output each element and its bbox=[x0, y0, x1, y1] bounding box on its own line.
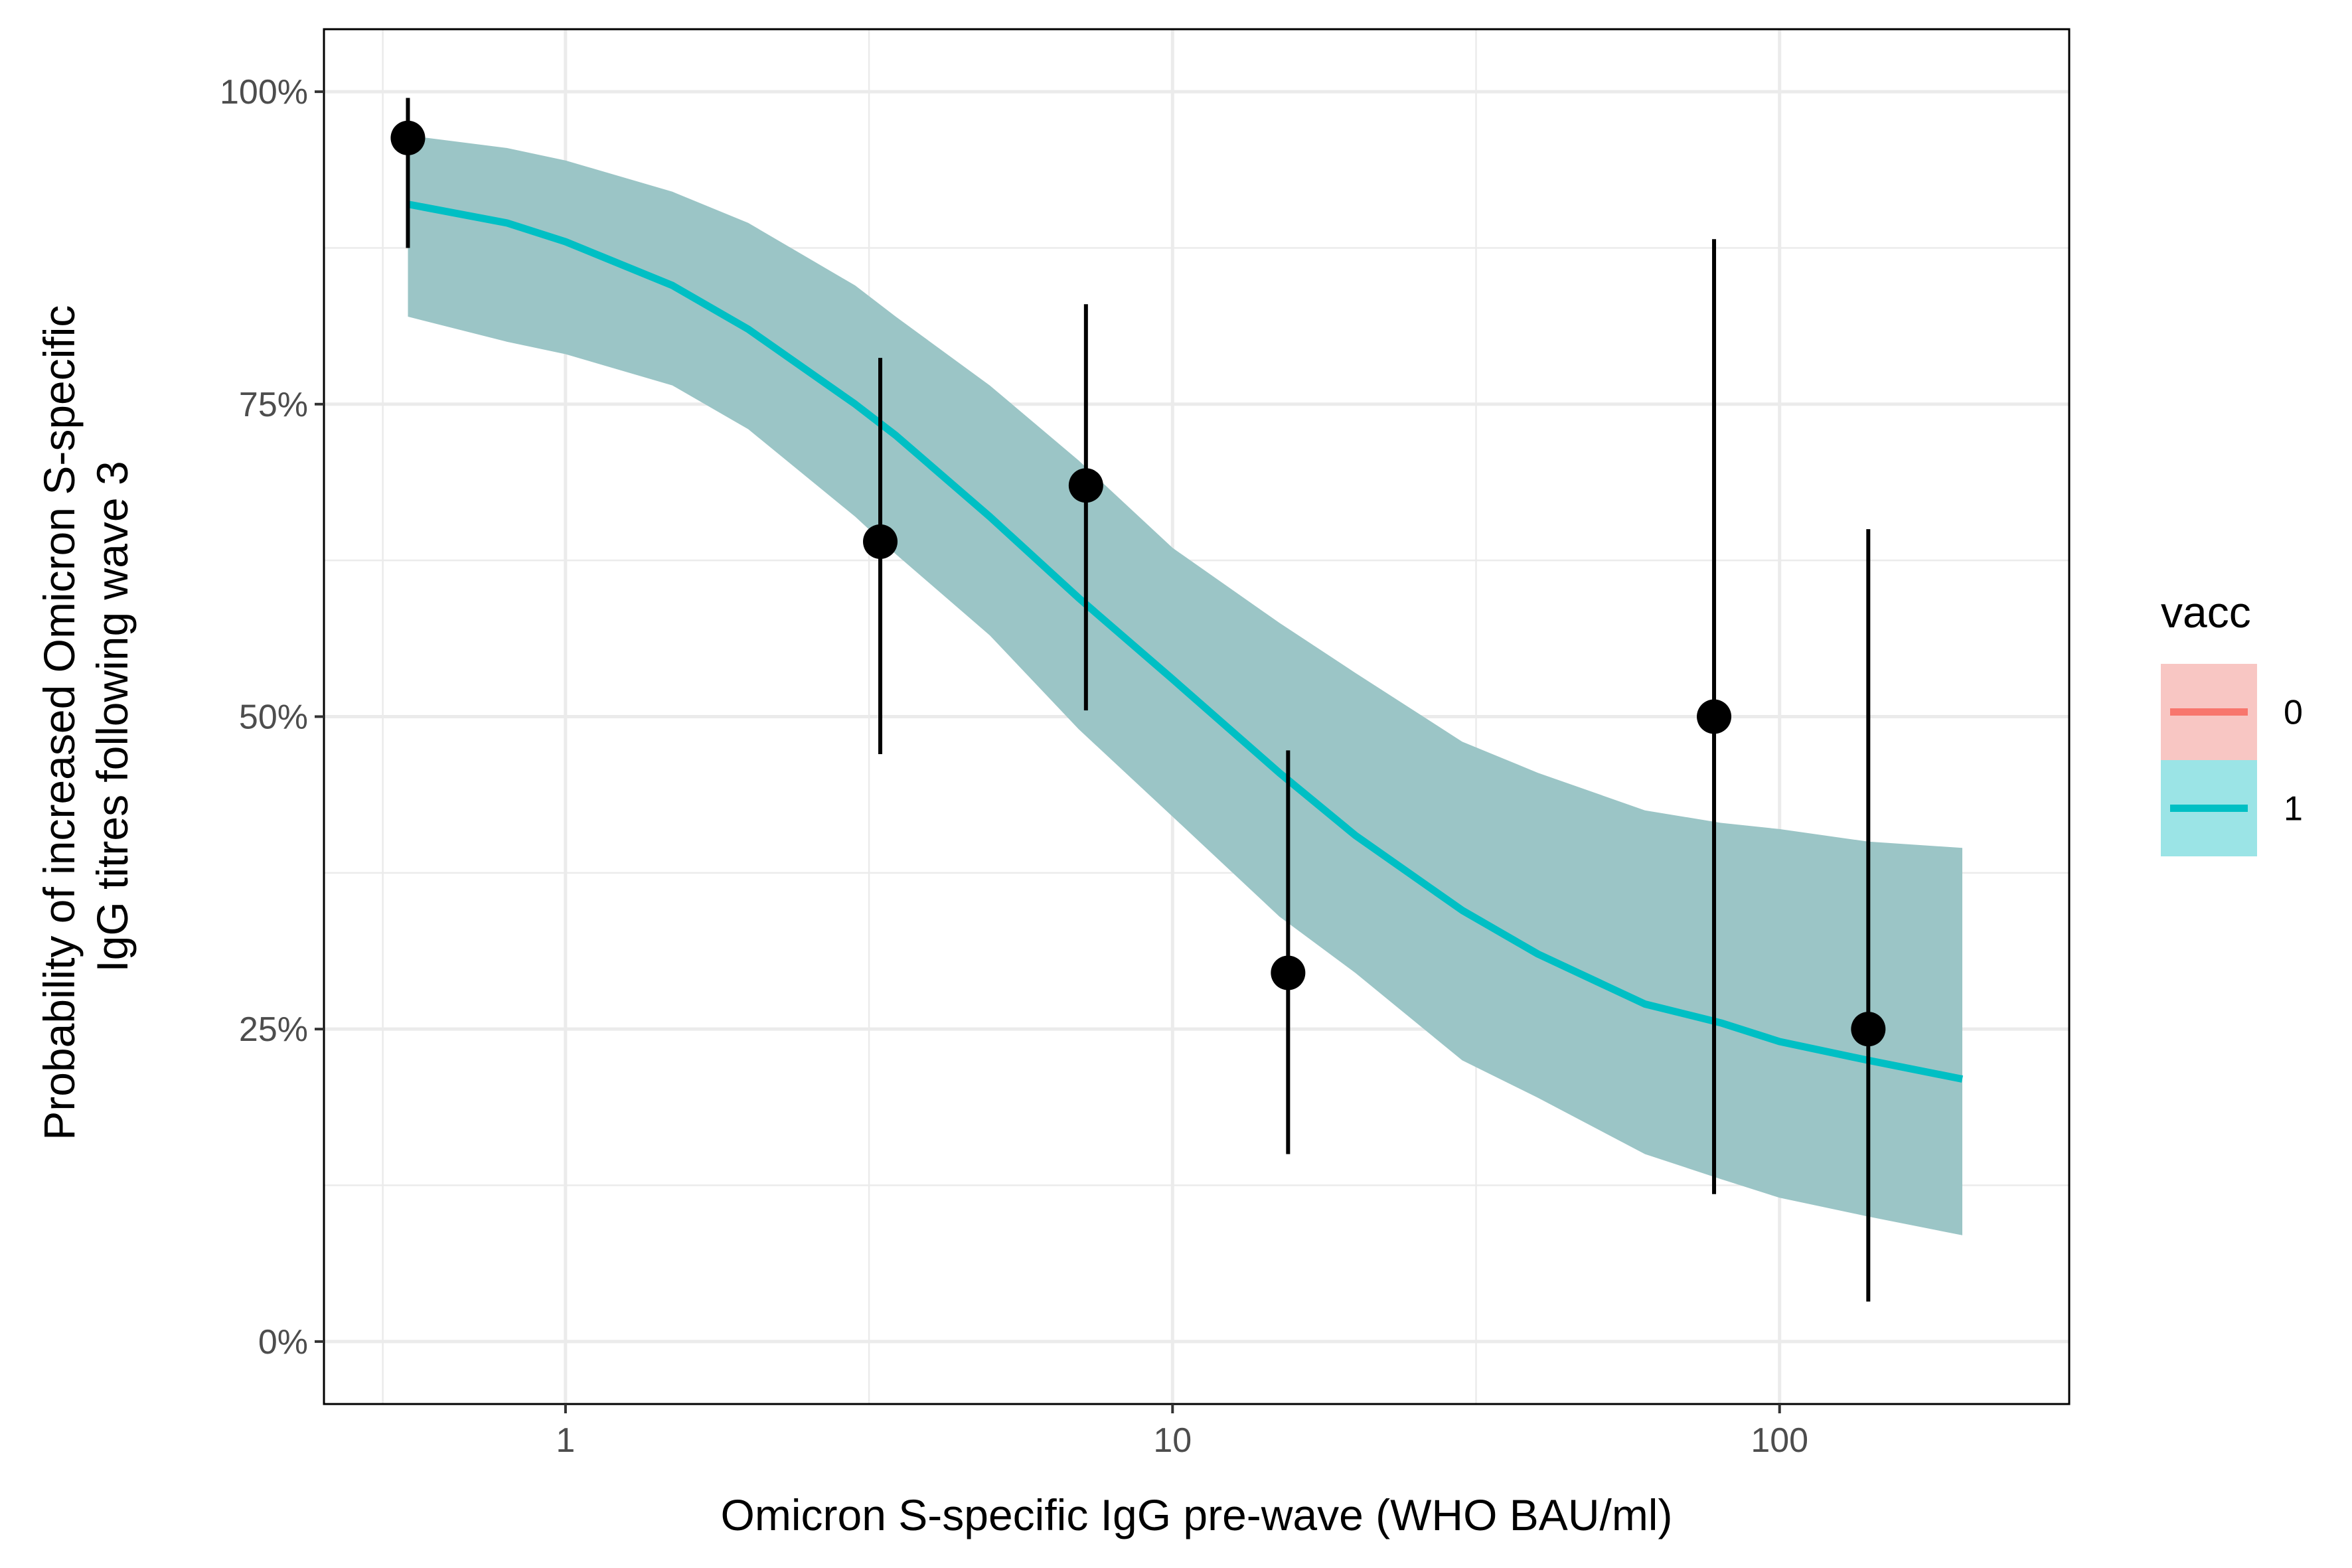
x-axis: 1 10 100 bbox=[556, 1404, 1808, 1460]
x-tick-label: 100 bbox=[1751, 1421, 1808, 1460]
y-tick-label: 100% bbox=[220, 73, 308, 112]
grid-lines bbox=[324, 29, 2069, 1404]
data-point bbox=[863, 524, 898, 559]
y-tick-label: 75% bbox=[239, 386, 308, 424]
x-axis-title: Omicron S-specific IgG pre-wave (WHO BAU… bbox=[721, 1490, 1673, 1539]
y-tick-label: 50% bbox=[239, 698, 308, 737]
y-axis-title-line-1: Probability of increased Omicron S-speci… bbox=[35, 305, 84, 1140]
y-tick-label: 25% bbox=[239, 1010, 308, 1049]
y-axis-title-line-2: IgG titres following wave 3 bbox=[88, 461, 137, 972]
data-point bbox=[1697, 699, 1732, 734]
data-point bbox=[1851, 1012, 1886, 1047]
legend-label-1: 1 bbox=[2284, 790, 2303, 828]
x-tick-label: 1 bbox=[556, 1421, 575, 1460]
y-tick-label: 0% bbox=[258, 1323, 308, 1362]
legend: vacc 01 bbox=[2161, 588, 2303, 856]
legend-entries: 01 bbox=[2161, 664, 2303, 856]
fit-curve bbox=[407, 200, 1964, 1083]
legend-title: vacc bbox=[2161, 588, 2251, 637]
y-axis-title: Probability of increased Omicron S-speci… bbox=[35, 293, 137, 1140]
data-point bbox=[390, 120, 426, 155]
data-point bbox=[1271, 955, 1306, 990]
y-axis: 0% 25% 50% 75% 100% bbox=[220, 73, 324, 1362]
x-tick-label: 10 bbox=[1153, 1421, 1192, 1460]
legend-label-0: 0 bbox=[2284, 694, 2303, 732]
data-point bbox=[1068, 468, 1103, 503]
data-points bbox=[390, 98, 1886, 1302]
plot-area bbox=[323, 28, 2071, 1405]
